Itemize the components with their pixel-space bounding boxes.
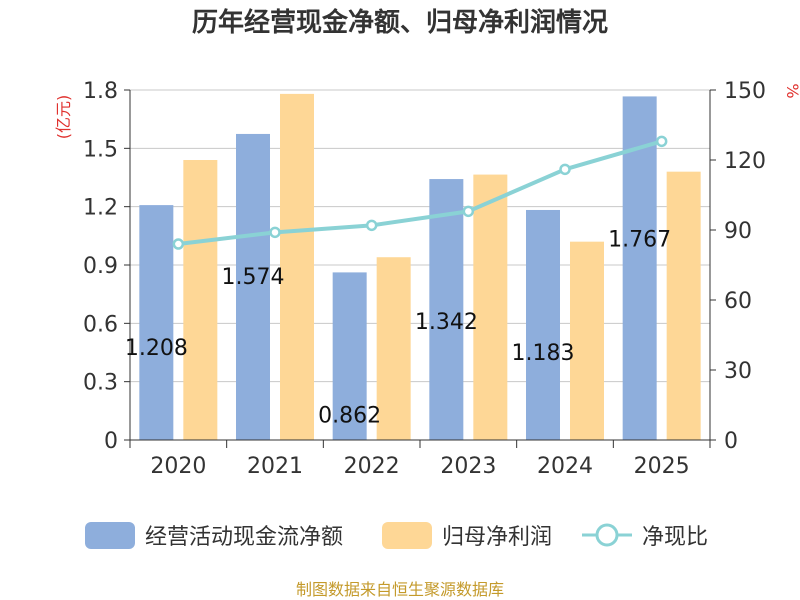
x-axis: 2020 2021 2022 2023 2024 2025 — [129, 439, 711, 479]
legend-swatch-net-profit — [382, 522, 432, 549]
x-tick-label-2023: 2023 — [440, 454, 496, 479]
left-tick-label-4: 1.2 — [83, 196, 118, 221]
ratio-point-2021 — [269, 226, 281, 239]
y-left-axis: 0 0.3 0.6 0.9 1.2 1.5 1.8 — [83, 79, 131, 454]
legend-marker-ratio — [595, 523, 619, 547]
bars — [139, 93, 701, 441]
ratio-point-2025 — [655, 135, 668, 148]
source-text: 制图数据来自恒生聚源数据库 — [296, 580, 504, 599]
bar-label-2022: 0.862 — [318, 403, 381, 428]
x-tick-label-2025: 2025 — [634, 454, 690, 479]
bar-series0-2020 — [139, 205, 174, 440]
bar-series1-2025 — [666, 171, 701, 440]
y-right-axis: 0 30 60 90 120 150 — [709, 79, 766, 454]
x-tick-label-2022: 2022 — [344, 454, 400, 479]
bar-label-2020: 1.208 — [125, 336, 188, 361]
ratio-point-2023 — [462, 205, 475, 218]
bar-label-2025: 1.767 — [608, 227, 671, 252]
ratio-point-2024 — [559, 163, 571, 176]
bar-series1-2024 — [570, 241, 604, 440]
bar-data-labels: 1.208 1.574 0.862 1.342 1.183 1.767 — [125, 227, 671, 428]
bar-series0-2025 — [622, 96, 657, 441]
chart-title: 历年经营现金净额、归母净利润情况 — [192, 7, 608, 38]
left-tick-label-1: 0.3 — [83, 371, 118, 396]
grid-lines — [130, 89, 710, 441]
y-right-axis-label: % — [783, 83, 800, 98]
left-tick-label-3: 0.9 — [83, 254, 118, 279]
ratio-line-path — [176, 139, 664, 246]
x-tick-label-2024: 2024 — [537, 454, 593, 479]
x-tick-label-2020: 2020 — [150, 454, 206, 479]
bar-series1-2022 — [376, 257, 411, 440]
legend: 经营活动现金流净额 归母净利润 净现比 — [85, 522, 708, 550]
bar-series1-2023 — [473, 174, 508, 441]
left-tick-label-5: 1.5 — [83, 137, 118, 162]
legend-label-cash-flow: 经营活动现金流净额 — [145, 525, 343, 550]
left-tick-label-0: 0 — [104, 429, 118, 454]
bar-series1-2021 — [280, 93, 314, 440]
ratio-point-2022 — [365, 219, 378, 232]
right-tick-label-4: 120 — [724, 149, 766, 174]
legend-label-ratio: 净现比 — [642, 525, 708, 550]
ratio-line — [172, 135, 668, 250]
bar-series1-2020 — [183, 160, 218, 440]
ratio-point-2020 — [172, 238, 185, 250]
right-tick-label-5: 150 — [724, 79, 766, 104]
bar-series0-2021 — [236, 133, 270, 440]
bar-label-2023: 1.342 — [415, 310, 478, 335]
bar-series0-2022 — [332, 272, 367, 440]
bar-series0-2024 — [526, 209, 560, 440]
legend-swatch-cash-flow — [85, 522, 135, 549]
bar-series0-2023 — [429, 179, 464, 441]
left-tick-label-2: 0.6 — [83, 312, 118, 337]
y-left-axis-label: (亿元) — [54, 95, 73, 140]
x-tick-label-2021: 2021 — [247, 454, 303, 479]
right-tick-label-3: 90 — [724, 219, 752, 244]
bar-label-2021: 1.574 — [222, 265, 285, 290]
bar-label-2024: 1.183 — [512, 341, 575, 366]
right-tick-label-0: 0 — [724, 429, 738, 454]
legend-label-net-profit: 归母净利润 — [442, 525, 552, 550]
left-tick-label-6: 1.8 — [83, 79, 118, 104]
right-tick-label-1: 30 — [724, 359, 752, 384]
right-tick-label-2: 60 — [724, 289, 752, 314]
